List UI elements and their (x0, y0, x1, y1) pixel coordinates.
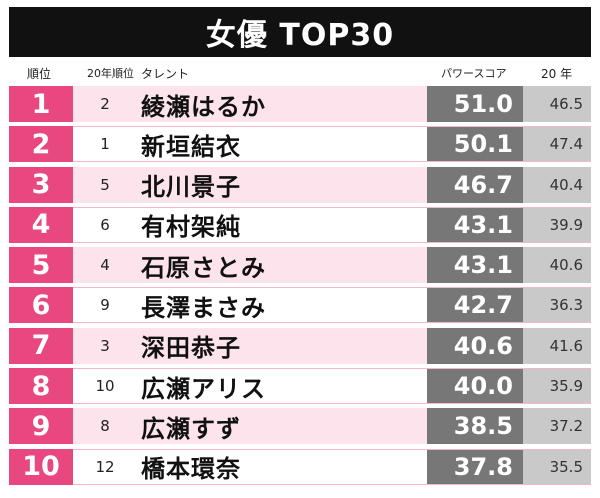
prev-rank-cell: 2 (100, 95, 110, 113)
power-score-cell: 37.8 (427, 449, 523, 484)
table-row: 2 1 新垣結衣 50.1 47.4 (9, 126, 591, 163)
prev-rank-cell: 9 (100, 296, 110, 315)
rank-cell: 7 (9, 327, 73, 364)
talent-name: 広瀬アリス (141, 374, 266, 403)
rank-cell: 8 (9, 368, 73, 405)
talent-name: 深田恭子 (141, 334, 241, 363)
year-20-score-cell: 40.6 (523, 247, 591, 284)
header-year-20: 20 年 (541, 67, 573, 81)
talent-name: 有村架純 (141, 213, 241, 242)
rank-cell: 5 (9, 247, 73, 284)
year-20-score-cell: 41.6 (523, 327, 591, 364)
year-20-score-cell: 36.3 (523, 288, 591, 323)
table-row: 3 5 北川景子 46.7 40.4 (9, 166, 591, 203)
year-20-score-cell: 46.5 (523, 86, 591, 122)
year-20-score-cell: 35.9 (523, 369, 591, 404)
year-20-score-cell: 47.4 (523, 127, 591, 162)
power-score-cell: 43.1 (427, 247, 523, 284)
power-score-cell: 51.0 (427, 86, 523, 122)
talent-name: 石原さとみ (141, 253, 266, 282)
power-score-cell: 40.0 (427, 369, 523, 404)
table-row: 1 2 綾瀬はるか 51.0 46.5 (9, 86, 591, 122)
rank-cell: 10 (9, 448, 73, 485)
talent-name: 広瀬すず (141, 414, 241, 443)
rank-cell: 4 (9, 206, 73, 243)
power-score-cell: 38.5 (427, 408, 523, 445)
table-row: 7 3 深田恭子 40.6 41.6 (9, 327, 591, 364)
rank-cell: 3 (9, 166, 73, 203)
page-title: 女優 TOP30 (9, 7, 591, 57)
year-20-score-cell: 40.4 (523, 166, 591, 203)
prev-rank-cell: 4 (100, 256, 110, 275)
year-20-score-cell: 37.2 (523, 408, 591, 445)
header-prev-rank: 20年順位 (87, 67, 134, 80)
table-row: 9 8 広瀬すず 38.5 37.2 (9, 408, 591, 445)
ranking-table: 1 2 綾瀬はるか 51.0 46.5 2 1 新垣結衣 50.1 47.4 3… (9, 86, 591, 489)
header-power-score: パワースコア (441, 67, 507, 80)
table-row: 5 4 石原さとみ 43.1 40.6 (9, 247, 591, 284)
power-score-cell: 40.6 (427, 327, 523, 364)
rank-cell: 1 (9, 86, 73, 122)
prev-rank-cell: 3 (100, 336, 110, 355)
year-20-score-cell: 39.9 (523, 207, 591, 242)
power-score-cell: 42.7 (427, 288, 523, 323)
talent-name: 綾瀬はるか (141, 92, 266, 121)
header-rank: 順位 (27, 67, 52, 81)
header-talent: タレント (141, 67, 190, 81)
power-score-cell: 46.7 (427, 166, 523, 203)
prev-rank-cell: 12 (95, 457, 115, 476)
power-score-cell: 50.1 (427, 127, 523, 162)
talent-name: 長澤まさみ (141, 293, 266, 322)
prev-rank-cell: 1 (100, 135, 110, 154)
year-20-score-cell: 35.5 (523, 449, 591, 484)
prev-rank-cell: 5 (100, 175, 110, 194)
table-row: 8 10 広瀬アリス 40.0 35.9 (9, 368, 591, 405)
talent-name: 橋本環奈 (141, 455, 241, 484)
power-score-cell: 43.1 (427, 207, 523, 242)
rank-cell: 6 (9, 287, 73, 324)
talent-name: 新垣結衣 (141, 132, 241, 161)
rank-cell: 9 (9, 408, 73, 445)
table-row: 6 9 長澤まさみ 42.7 36.3 (9, 287, 591, 324)
table-row: 4 6 有村架純 43.1 39.9 (9, 206, 591, 243)
prev-rank-cell: 6 (100, 215, 110, 234)
rank-cell: 2 (9, 126, 73, 163)
table-header: 順位 20年順位 タレント パワースコア 20 年 (9, 62, 591, 84)
prev-rank-cell: 10 (95, 377, 115, 396)
table-row: 10 12 橋本環奈 37.8 35.5 (9, 448, 591, 485)
talent-name: 北川景子 (141, 173, 241, 202)
prev-rank-cell: 8 (100, 417, 110, 436)
